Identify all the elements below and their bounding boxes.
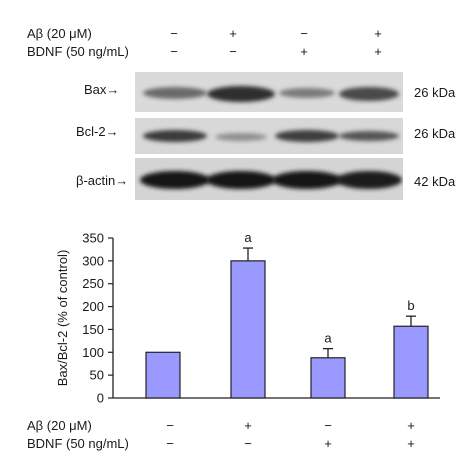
y-tick-label: 250 (82, 276, 104, 291)
bottom-bdnf-sign-2: − (244, 436, 252, 451)
bottom-abeta-sign-2: + (244, 418, 252, 433)
y-tick-label: 100 (82, 345, 104, 360)
bottom-abeta-sign-3: − (324, 418, 332, 433)
y-tick-label: 0 (97, 391, 104, 406)
blot-strip-bcl2 (135, 118, 403, 154)
top-abeta-sign-2: + (229, 26, 237, 41)
blot-label-bax: Bax→ (84, 82, 120, 97)
blot-label-bactin: β-actin→ (76, 173, 129, 188)
y-axis-label: Bax/Bcl-2 (% of control) (55, 250, 70, 387)
top-bdnf-label: BDNF (50 ng/mL) (27, 44, 129, 59)
bar (310, 357, 346, 399)
bottom-abeta-sign-1: − (166, 418, 174, 433)
top-abeta-sign-4: + (374, 26, 382, 41)
y-tick-label: 150 (82, 322, 104, 337)
top-bdnf-sign-4: + (374, 44, 382, 59)
top-bdnf-sign-2: − (229, 44, 237, 59)
y-tick-label: 300 (82, 253, 104, 268)
bottom-abeta-label: Aβ (20 μM) (27, 418, 92, 433)
blot-size-bactin: 42 kDa (414, 174, 456, 189)
bar (393, 325, 429, 399)
top-abeta-sign-3: − (300, 26, 308, 41)
significance-label: a (244, 230, 252, 245)
bar (145, 351, 181, 399)
bottom-bdnf-label: BDNF (50 ng/mL) (27, 436, 129, 451)
y-tick-label: 50 (90, 368, 104, 383)
y-tick-label: 350 (82, 231, 104, 246)
y-tick-label: 200 (82, 299, 104, 314)
bar (230, 260, 266, 399)
bottom-bdnf-sign-4: + (407, 436, 415, 451)
blot-strip-bax (135, 72, 403, 112)
blot-label-bcl2: Bcl-2→ (76, 124, 119, 139)
top-abeta-label: Aβ (20 μM) (27, 26, 92, 41)
blot-size-bax: 26 kDa (414, 85, 456, 100)
blot-strip-bactin (135, 158, 403, 200)
bottom-bdnf-sign-1: − (166, 436, 174, 451)
top-abeta-sign-1: − (170, 26, 178, 41)
top-bdnf-sign-3: + (300, 44, 308, 59)
top-bdnf-sign-1: − (170, 44, 178, 59)
bottom-abeta-sign-4: + (407, 418, 415, 433)
blot-size-bcl2: 26 kDa (414, 126, 456, 141)
significance-label: a (324, 331, 332, 346)
significance-label: b (407, 298, 414, 313)
bottom-bdnf-sign-3: + (324, 436, 332, 451)
